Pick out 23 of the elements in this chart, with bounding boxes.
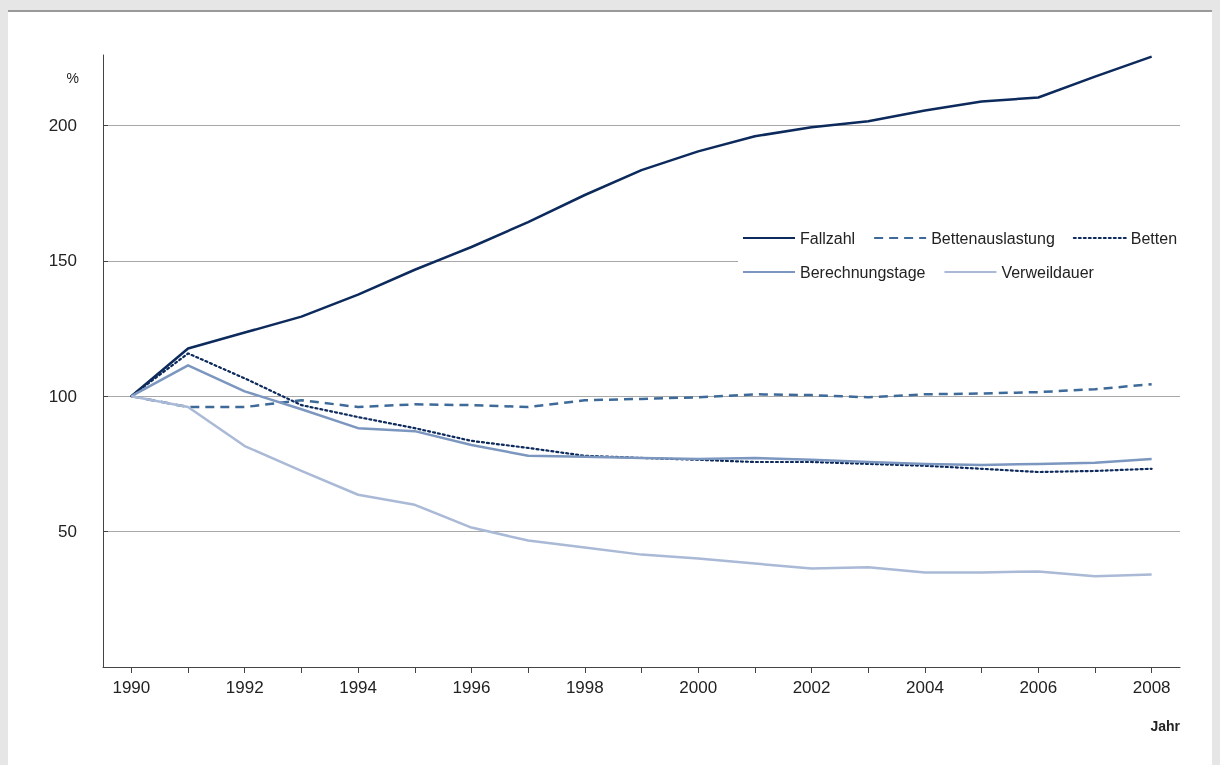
- x-axis-title: Jahr: [1150, 718, 1181, 734]
- x-tick-label: 2000: [679, 678, 718, 697]
- x-tick-label: 1994: [339, 678, 377, 697]
- x-tick-label: 2002: [792, 678, 831, 697]
- x-tick-label: 1998: [565, 678, 604, 697]
- y-tick-label: 150: [48, 251, 77, 271]
- legend-label: Berechnungstage: [800, 263, 926, 281]
- y-tick-label: 200: [48, 115, 77, 135]
- line-series: [130, 394, 1153, 578]
- legend-label: Bettenauslastung: [931, 229, 1055, 247]
- x-tick-label: 2006: [1019, 678, 1058, 697]
- legend-label: Fallzahl: [800, 229, 856, 247]
- line-series: [130, 364, 1153, 467]
- x-tick-label: 2008: [1132, 678, 1171, 697]
- y-tick-label: 50: [58, 522, 77, 542]
- x-tick-label: 1990: [112, 678, 151, 697]
- x-tick-label: 1996: [452, 678, 491, 697]
- x-tick-label: 2004: [906, 678, 944, 697]
- x-tick-label: 1992: [225, 678, 264, 697]
- y-tick-label: 100: [48, 386, 77, 406]
- y-axis-title: %: [66, 70, 79, 86]
- legend-label: Verweildauer: [1001, 263, 1095, 281]
- legend-label: Betten: [1130, 229, 1178, 247]
